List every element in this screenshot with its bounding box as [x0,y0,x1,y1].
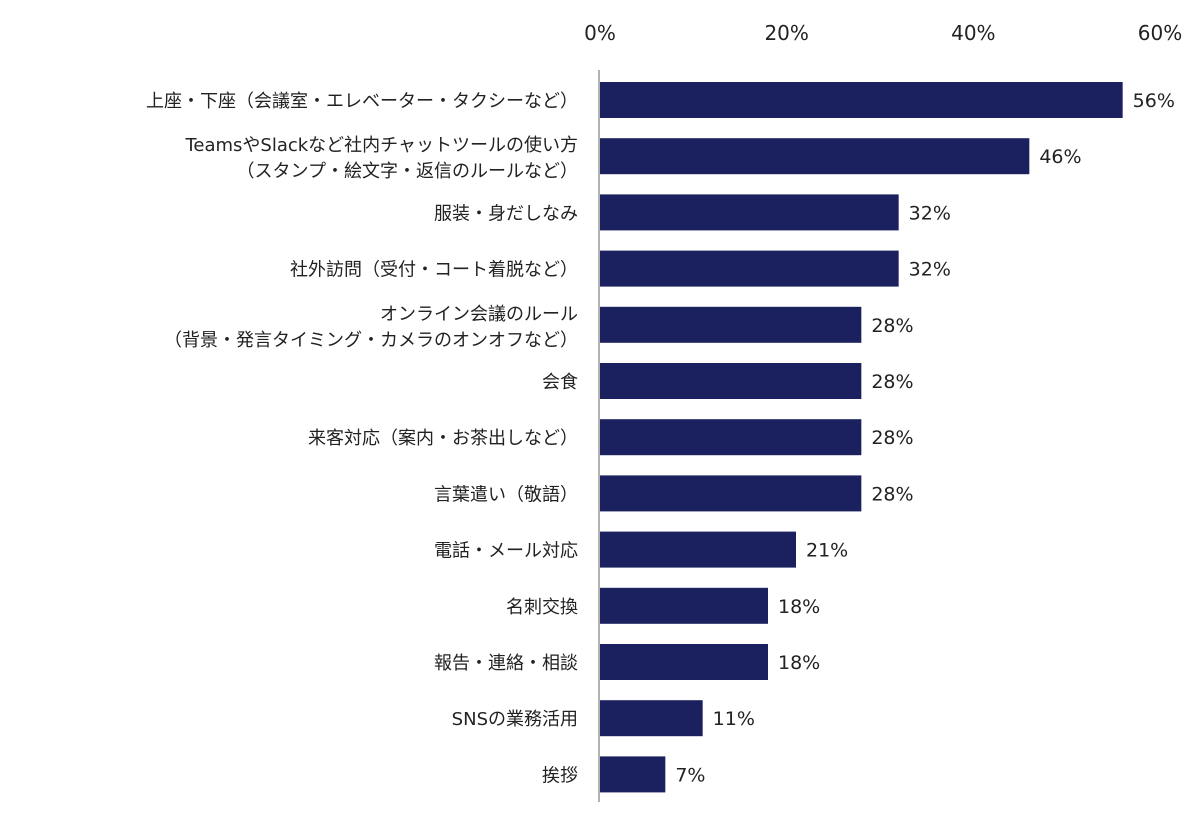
bar-group: 21% 電話・メール対応 [434,531,848,568]
bar [600,756,666,793]
category-label: 服装・身だしなみ [434,203,578,224]
bar [600,587,768,624]
bar-group: 18% 名刺交換 [506,587,820,624]
bar [600,644,768,680]
category-label: 挨拶 [542,765,578,786]
data-label: 32% [909,259,951,281]
data-label: 18% [778,596,820,618]
bar-group: 46% TeamsやSlackなど社内チャットツールの使い方 （スタンプ・絵文字・返… [184,135,1081,182]
data-label: 46% [1039,146,1081,168]
category-label: 名刺交換 [506,597,578,618]
bar-group: 32% 服装・身だしなみ [434,194,951,231]
category-label: 会食 [542,372,578,393]
category-label: SNSの業務活用 [452,709,578,730]
bar-group: 28% 言葉遣い（敬語） [434,475,914,512]
bar-group: 28% 来客対応（案内・お茶出しなど） [308,419,914,456]
bar [600,363,862,399]
bar [600,475,862,512]
x-tick-label: 0% [584,21,616,45]
bar-group: 18% 報告・連絡・相談 [434,644,820,680]
data-label: 28% [871,427,913,449]
bar-group: 56% 上座・下座（会議室・エレベーター・タクシーなど） [146,82,1175,118]
bar [600,306,862,343]
category-label: TeamsやSlackなど社内チャットツールの使い方 [184,135,578,156]
x-tick-label: 60% [1138,21,1182,45]
category-label: 言葉遣い（敬語） [434,484,578,505]
category-label: オンライン会議のルール [380,304,578,325]
bar [600,531,796,568]
category-label: （背景・発言タイミング・カメラのオンオフなど） [164,330,578,351]
category-label: 上座・下座（会議室・エレベーター・タクシーなど） [146,91,578,112]
category-label: 報告・連絡・相談 [434,653,578,674]
data-label: 7% [675,764,705,786]
x-tick-label: 40% [951,21,995,45]
bar [600,138,1030,175]
bar [600,700,703,737]
data-label: 18% [778,652,820,674]
bar [600,250,899,287]
data-label: 21% [806,540,848,562]
category-label: 来客対応（案内・お茶出しなど） [308,428,578,449]
bar-group: 7% 挨拶 [542,756,705,793]
category-label: 社外訪問（受付・コート着脱など） [290,260,578,281]
data-label: 28% [871,371,913,393]
category-label: （スタンプ・絵文字・返信のルールなど） [237,161,578,182]
bar-group: 32% 社外訪問（受付・コート着脱など） [290,250,951,287]
x-tick-label: 20% [764,21,808,45]
data-label: 28% [871,315,913,337]
bar [600,194,899,231]
bar-group: 28% オンライン会議のルール （背景・発言タイミング・カメラのオンオフなど） [164,304,914,351]
bar [600,419,862,456]
data-label: 11% [713,708,755,730]
bar-group: 11% SNSの業務活用 [452,700,755,737]
category-label: 電話・メール対応 [434,541,578,562]
bar-group: 28% 会食 [542,363,914,399]
data-label: 32% [909,202,951,224]
bar [600,82,1123,118]
data-label: 56% [1133,90,1175,112]
data-label: 28% [871,483,913,505]
